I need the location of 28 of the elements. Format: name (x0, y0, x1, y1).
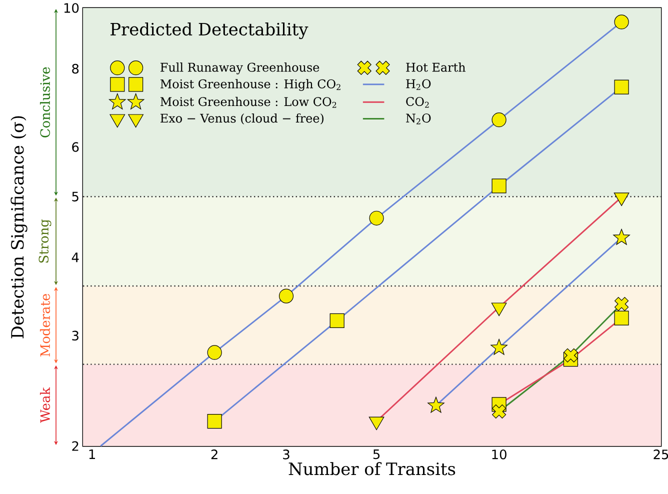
y-tick-label: 3 (72, 330, 78, 341)
x-axis-title: Number of Transits (288, 462, 456, 476)
legend-label: Hot Earth (406, 62, 466, 72)
legend-label: CO$_{2}$ (406, 97, 429, 108)
legend-title: Predicted Detectability (110, 22, 308, 40)
x-tick-label: 10 (492, 450, 506, 460)
legend-label: Moist Greenhouse : Low CO$_{2}$ (160, 96, 336, 108)
y-tick-label: 5 (72, 192, 78, 202)
band-label: Conclusive (40, 67, 50, 138)
y-tick-label: 8 (72, 64, 79, 74)
x-tick-label: 25 (654, 450, 668, 460)
band-label: Strong (38, 219, 52, 263)
legend-label: H$_{2}$O (406, 79, 431, 90)
band-label: Weak (40, 387, 50, 423)
y-tick-label: 10 (64, 3, 79, 13)
x-tick-label: 2 (211, 450, 218, 460)
legend-label: N$_{2}$O (406, 114, 431, 124)
y-axis-title: Detection Significance (σ) (10, 116, 28, 338)
y-tick-label: 2 (72, 441, 78, 451)
x-tick-label: 1 (89, 450, 95, 459)
x-tick-label: 5 (373, 450, 380, 460)
legend-label: Full Runaway Greenhouse (160, 62, 320, 74)
y-tick-label: 6 (72, 142, 79, 152)
legend-label: Moist Greenhouse : High CO$_{2}$ (160, 79, 340, 91)
x-tick-label: 3 (283, 450, 290, 460)
band-label: Moderate (40, 294, 50, 356)
legend-label: Exo − Venus (cloud − free) (160, 113, 324, 124)
y-tick-label: 4 (72, 252, 79, 262)
